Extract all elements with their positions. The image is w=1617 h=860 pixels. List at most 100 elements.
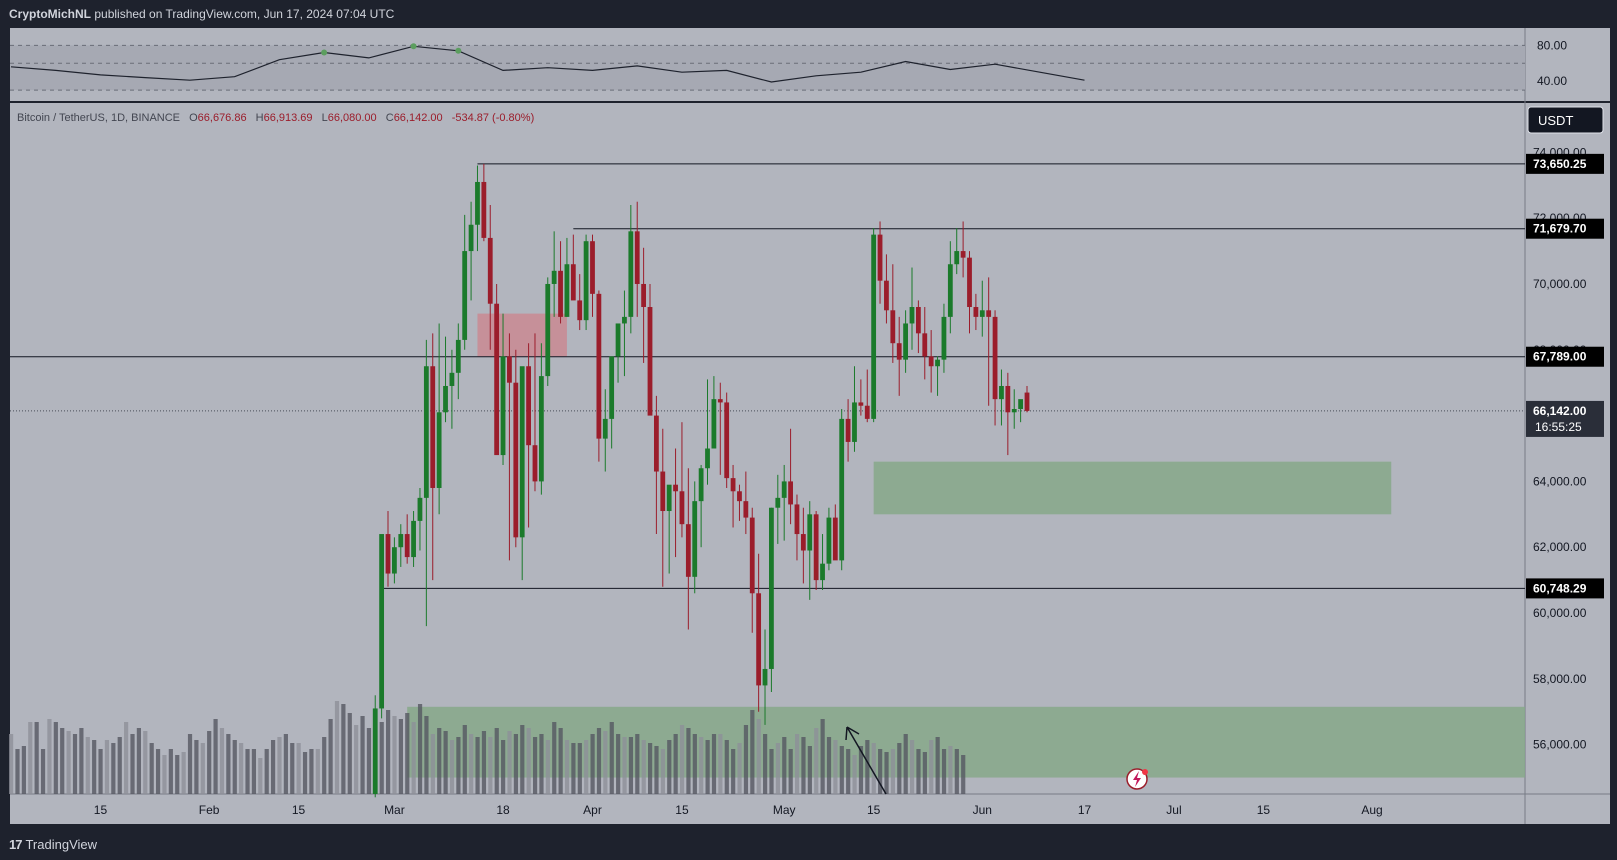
volume-bar bbox=[187, 734, 193, 794]
price-tick-label: 64,000.00 bbox=[1533, 474, 1587, 488]
candle-body bbox=[909, 307, 915, 324]
volume-bar bbox=[699, 737, 704, 794]
candle-body bbox=[379, 534, 385, 709]
supply-zone bbox=[477, 313, 567, 357]
volume-bar bbox=[673, 734, 678, 794]
volume-bar bbox=[405, 713, 410, 794]
volume-bar bbox=[846, 749, 851, 794]
candle-body bbox=[692, 501, 698, 577]
candle-body bbox=[832, 517, 838, 561]
volume-bar bbox=[194, 740, 199, 794]
candle-body bbox=[666, 484, 672, 512]
candle-body bbox=[960, 251, 966, 258]
volume-bar bbox=[264, 749, 269, 794]
candle-body bbox=[928, 356, 934, 367]
volume-bar bbox=[79, 728, 84, 794]
candle-body bbox=[839, 418, 845, 561]
volume-bar bbox=[686, 728, 691, 794]
candle-body bbox=[404, 534, 410, 558]
candle-body bbox=[788, 481, 793, 505]
candle-body bbox=[820, 563, 825, 581]
volume-bar bbox=[794, 734, 800, 794]
volume-bar bbox=[181, 752, 186, 794]
candle-body bbox=[443, 385, 448, 413]
candle-body bbox=[615, 323, 621, 357]
volume-bar bbox=[814, 728, 819, 794]
candle-body bbox=[411, 520, 416, 558]
candle-body bbox=[372, 708, 378, 794]
author-name[interactable]: CryptoMichNL bbox=[9, 7, 91, 21]
volume-bar bbox=[494, 728, 499, 794]
volume-bar bbox=[155, 749, 161, 794]
level-price-text: 67,789.00 bbox=[1533, 350, 1587, 364]
volume-bar bbox=[130, 734, 135, 794]
lightning-icon[interactable] bbox=[1126, 768, 1148, 790]
volume-bar bbox=[245, 749, 250, 794]
price-tick-label: 58,000.00 bbox=[1533, 672, 1587, 686]
ohlc-legend: Bitcoin / TetherUS, 1D, BINANCE O66,676.… bbox=[17, 112, 534, 124]
volume-bar bbox=[290, 743, 295, 794]
candle-body bbox=[507, 356, 512, 383]
time-tick-label: Jul bbox=[1166, 803, 1181, 817]
legend-symbol: Bitcoin / TetherUS, 1D, BINANCE bbox=[17, 112, 180, 124]
candle-body bbox=[455, 339, 461, 373]
volume-bar bbox=[520, 725, 525, 794]
candle-body bbox=[813, 514, 819, 581]
candle-body bbox=[583, 241, 589, 321]
oscillator-overbought-point bbox=[455, 47, 462, 54]
volume-bar bbox=[60, 728, 65, 794]
tradingview-logo[interactable]: 17 TradingView bbox=[9, 830, 97, 860]
volume-bar bbox=[341, 704, 346, 794]
volume-bar bbox=[743, 725, 749, 794]
volume-bar bbox=[801, 737, 806, 794]
volume-bar bbox=[807, 746, 812, 794]
volume-bar bbox=[213, 719, 218, 794]
candle-body bbox=[922, 333, 928, 357]
level-price-label bbox=[1526, 346, 1604, 367]
candle-body bbox=[698, 468, 704, 502]
volume-bar bbox=[117, 737, 122, 794]
candle-body bbox=[538, 376, 544, 482]
time-tick-label: May bbox=[773, 803, 796, 817]
volume-bar bbox=[782, 737, 787, 794]
oscillator-band bbox=[10, 45, 1525, 91]
price-axis: 74,000.0072,000.0070,000.0068,000.0064,0… bbox=[1526, 145, 1604, 752]
candle-body bbox=[673, 484, 678, 492]
volume-bar bbox=[526, 728, 531, 794]
volume-bar bbox=[328, 719, 333, 794]
volume-bar bbox=[622, 737, 627, 794]
volume-bar bbox=[648, 743, 653, 794]
candle-body bbox=[660, 471, 666, 512]
footer: 17 TradingView bbox=[0, 830, 1617, 860]
candle-body bbox=[852, 402, 857, 442]
volume-bar bbox=[750, 710, 755, 794]
volume-bar bbox=[386, 710, 391, 794]
volume-bar bbox=[737, 743, 742, 794]
candle-body bbox=[986, 310, 992, 317]
volume-bar bbox=[903, 734, 908, 794]
volume-bar bbox=[641, 740, 646, 794]
candle-body bbox=[1011, 409, 1017, 413]
volume-bar bbox=[507, 731, 512, 794]
volume-bar bbox=[788, 749, 793, 794]
candle-body bbox=[647, 307, 653, 416]
volume-bar bbox=[865, 740, 870, 794]
candle-body bbox=[947, 264, 953, 317]
price-tick-label: 70,000.00 bbox=[1533, 277, 1587, 291]
volume-bar bbox=[47, 719, 52, 794]
volume-bar bbox=[692, 734, 697, 794]
volume-bar bbox=[858, 746, 864, 794]
volume-bar bbox=[15, 749, 20, 794]
candle-body bbox=[781, 481, 787, 498]
volume-bar bbox=[833, 740, 838, 794]
candle-body bbox=[871, 234, 877, 419]
price-tick-label: 60,000.00 bbox=[1533, 606, 1587, 620]
currency-button[interactable]: USDT bbox=[1527, 106, 1604, 134]
volume-bar bbox=[92, 740, 97, 794]
svg-text:Bitcoin / TetherUS, 1D, BINANC: Bitcoin / TetherUS, 1D, BINANCE O66,676.… bbox=[17, 112, 534, 124]
level-price-text: 60,748.29 bbox=[1533, 581, 1587, 595]
candle-body bbox=[417, 497, 423, 521]
volume-bar bbox=[756, 719, 761, 794]
volume-bar bbox=[72, 734, 78, 794]
